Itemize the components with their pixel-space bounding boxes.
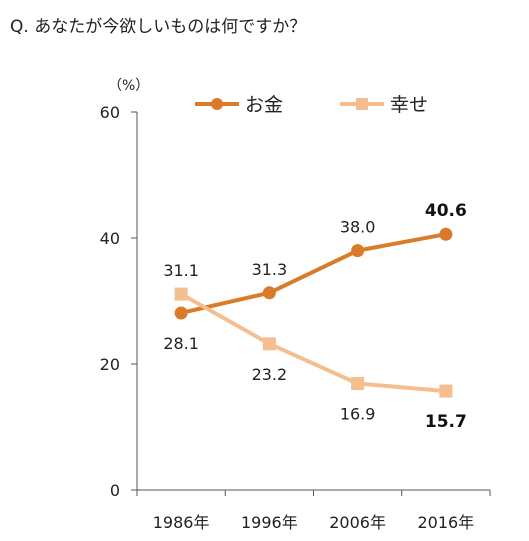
data-point xyxy=(262,286,276,300)
data-point xyxy=(351,244,365,258)
data-label: 28.1 xyxy=(163,334,199,353)
y-tick-label: 20 xyxy=(100,355,120,374)
x-tick-label: 2016年 xyxy=(418,513,475,532)
data-point xyxy=(351,377,365,391)
question-title: Q. あなたが今欲しいものは何ですか？ xyxy=(10,17,307,37)
data-point xyxy=(174,287,188,301)
data-label: 31.1 xyxy=(163,261,199,280)
legend-label: お金 xyxy=(245,94,283,116)
y-tick-label: 60 xyxy=(100,103,120,122)
data-label: 23.2 xyxy=(252,365,288,384)
y-tick-label: 0 xyxy=(110,481,120,500)
data-label: 15.7 xyxy=(425,412,467,432)
legend-marker xyxy=(356,98,368,110)
data-point xyxy=(439,384,453,398)
data-label: 38.0 xyxy=(340,218,376,237)
x-tick-label: 1996年 xyxy=(241,513,298,532)
data-point xyxy=(262,337,276,351)
data-label: 16.9 xyxy=(340,405,376,424)
unit-label: （%） xyxy=(108,78,149,94)
legend-label: 幸せ xyxy=(390,94,428,116)
data-point xyxy=(439,227,453,241)
data-label: 31.3 xyxy=(252,260,288,279)
x-tick-label: 2006年 xyxy=(329,513,386,532)
series-line xyxy=(180,292,447,394)
series-line xyxy=(180,232,447,315)
data-point xyxy=(174,306,188,320)
x-tick-label: 1986年 xyxy=(153,513,210,532)
data-label: 40.6 xyxy=(425,201,467,221)
y-tick-label: 40 xyxy=(100,229,120,248)
legend-marker xyxy=(211,98,223,110)
